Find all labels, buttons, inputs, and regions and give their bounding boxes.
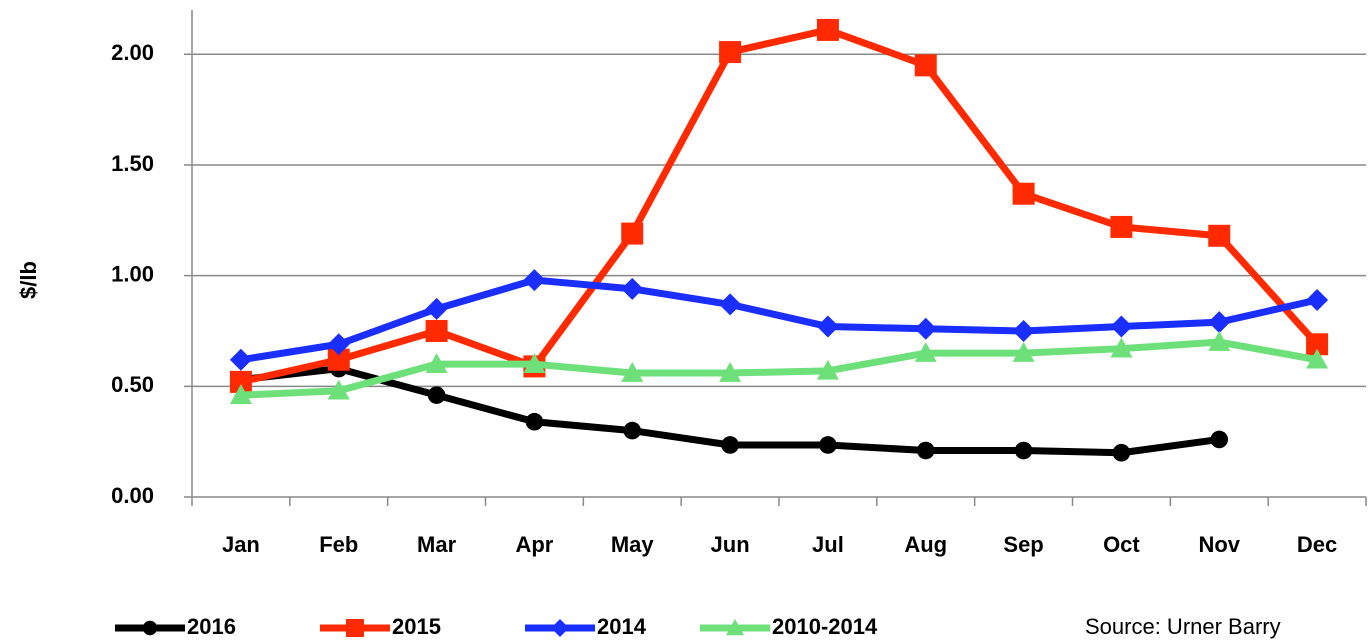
marker <box>719 41 742 64</box>
marker <box>523 353 546 373</box>
marker <box>425 319 448 342</box>
series <box>229 331 1329 404</box>
x-tick-label: Feb <box>319 532 358 557</box>
marker <box>914 317 937 340</box>
x-tick-label: Nov <box>1198 532 1240 557</box>
marker <box>1012 182 1035 205</box>
marker <box>816 359 839 380</box>
marker <box>914 54 937 77</box>
marker <box>916 441 935 460</box>
marker <box>1012 319 1035 342</box>
marker <box>551 619 569 637</box>
marker <box>425 353 448 373</box>
marker <box>721 436 739 454</box>
legend-label: 2016 <box>187 614 236 639</box>
legend-label: 2015 <box>392 614 441 639</box>
marker <box>1208 331 1231 351</box>
marker <box>1208 311 1231 334</box>
series-line <box>240 276 1318 364</box>
marker <box>1306 348 1329 369</box>
x-tick-label: Jul <box>812 532 844 557</box>
x-tick-label: Dec <box>1297 532 1337 557</box>
marker <box>1208 224 1231 247</box>
x-tick-label: Jan <box>222 532 260 557</box>
marker <box>816 18 839 41</box>
y-tick-label: 2.00 <box>111 40 154 65</box>
marker <box>1210 430 1229 449</box>
series-line <box>240 26 1320 386</box>
marker <box>327 379 350 400</box>
x-tick-label: Oct <box>1103 532 1140 557</box>
marker <box>229 384 252 404</box>
marker <box>523 269 546 292</box>
marker <box>1110 337 1133 358</box>
marker <box>346 619 364 637</box>
marker <box>229 348 252 371</box>
marker <box>719 293 742 316</box>
marker <box>1306 288 1329 311</box>
series <box>229 18 1329 393</box>
marker <box>425 297 448 320</box>
marker <box>726 619 744 636</box>
marker <box>427 386 446 404</box>
y-tick-label: 1.00 <box>111 261 154 286</box>
marker <box>1012 342 1035 362</box>
legend-label: 2014 <box>597 614 647 639</box>
y-tick-label: 0.50 <box>111 372 154 397</box>
marker <box>229 370 252 393</box>
marker <box>525 412 544 431</box>
x-tick-label: Sep <box>1003 532 1043 557</box>
marker <box>621 277 644 300</box>
series-line <box>240 338 1318 399</box>
marker <box>1014 441 1033 460</box>
x-tick-label: Aug <box>904 532 947 557</box>
marker <box>327 333 350 356</box>
marker <box>1110 215 1133 238</box>
marker <box>819 436 837 454</box>
series <box>229 269 1329 371</box>
legend-label: 2010-2014 <box>772 614 878 639</box>
marker <box>1112 443 1131 462</box>
marker <box>1110 315 1133 338</box>
marker <box>623 421 642 440</box>
y-axis-label: $/lb <box>16 261 41 299</box>
marker <box>914 342 937 362</box>
source-note: Source: Urner Barry <box>1085 614 1281 639</box>
marker <box>816 315 839 338</box>
x-tick-label: Apr <box>515 532 553 557</box>
marker <box>327 348 350 371</box>
y-tick-label: 1.50 <box>111 151 154 176</box>
marker <box>621 362 644 382</box>
marker <box>719 362 742 382</box>
x-tick-label: May <box>611 532 655 557</box>
marker <box>142 620 158 636</box>
x-tick-label: Mar <box>417 532 457 557</box>
marker <box>1306 333 1329 356</box>
marker <box>621 222 644 245</box>
y-tick-label: 0.00 <box>111 483 154 508</box>
x-tick-label: Jun <box>711 532 750 557</box>
